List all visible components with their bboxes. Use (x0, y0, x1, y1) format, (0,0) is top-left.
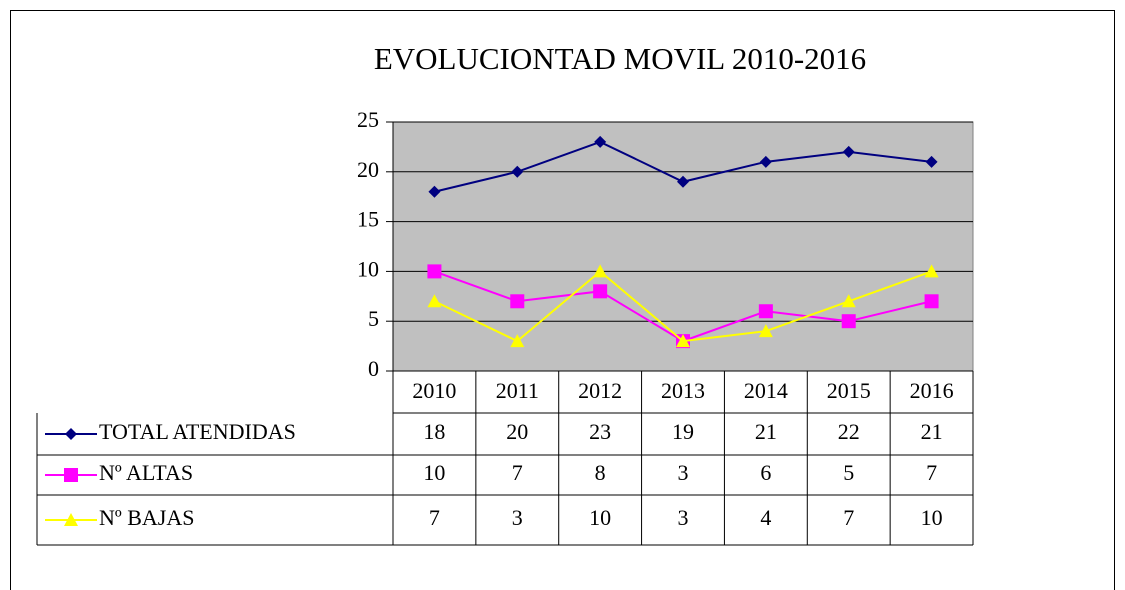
point (842, 145, 855, 158)
frame (10, 10, 1115, 590)
legend-label: TOTAL ATENDIDAS (99, 419, 296, 444)
y-tick-label: 15 (357, 207, 379, 232)
point (759, 155, 772, 168)
table-value: 7 (512, 460, 523, 485)
table-value: 7 (926, 460, 937, 485)
table-value: 21 (921, 419, 943, 444)
point (428, 185, 441, 198)
table-value: 10 (921, 505, 943, 530)
x-tick-label: 2012 (578, 378, 622, 403)
y-tick-label: 5 (368, 306, 379, 331)
table-value: 7 (843, 505, 854, 530)
x-tick-label: 2015 (827, 378, 871, 403)
point (677, 175, 689, 188)
x-tick-label: 2010 (412, 378, 456, 403)
point (593, 264, 608, 278)
point (511, 165, 524, 178)
table-value: 4 (760, 505, 771, 530)
table-value: 10 (589, 505, 611, 530)
y-tick-label: 20 (357, 157, 379, 182)
legend-label: Nº ALTAS (99, 460, 193, 485)
point (841, 314, 856, 329)
table-value: 7 (429, 505, 440, 530)
table-value: 3 (678, 505, 689, 530)
table-value: 5 (843, 460, 854, 485)
point (841, 294, 856, 308)
y-tick-label: 25 (357, 107, 379, 132)
plot-area (392, 121, 974, 372)
chart-title: EVOLUCIONTAD MOVIL 2010-2016 (374, 41, 866, 76)
table-value: 21 (755, 419, 777, 444)
point (758, 304, 773, 319)
point (65, 428, 77, 440)
point (427, 264, 442, 279)
point (676, 334, 690, 348)
table-value: 3 (512, 505, 523, 530)
table-value: 19 (672, 419, 694, 444)
y-tick-label: 10 (357, 256, 379, 281)
x-tick-label: 2016 (910, 378, 954, 403)
point (924, 294, 939, 309)
point (925, 155, 938, 168)
table-value: 20 (506, 419, 528, 444)
point (758, 324, 773, 338)
table-value: 6 (760, 460, 771, 485)
point (64, 468, 78, 482)
x-tick-label: 2014 (744, 378, 788, 403)
table-value: 10 (423, 460, 445, 485)
point (427, 294, 442, 308)
point (510, 294, 525, 309)
point (510, 334, 525, 348)
point (924, 264, 939, 278)
point (593, 284, 608, 299)
point (64, 513, 78, 526)
legend-label: Nº BAJAS (99, 505, 194, 530)
table-value: 23 (589, 419, 611, 444)
table-value: 22 (838, 419, 860, 444)
table-value: 3 (678, 460, 689, 485)
x-tick-label: 2013 (661, 378, 705, 403)
table-value: 8 (595, 460, 606, 485)
point (594, 135, 607, 148)
y-tick-label: 0 (368, 356, 379, 381)
table-value: 18 (423, 419, 445, 444)
x-tick-label: 2011 (496, 378, 539, 403)
